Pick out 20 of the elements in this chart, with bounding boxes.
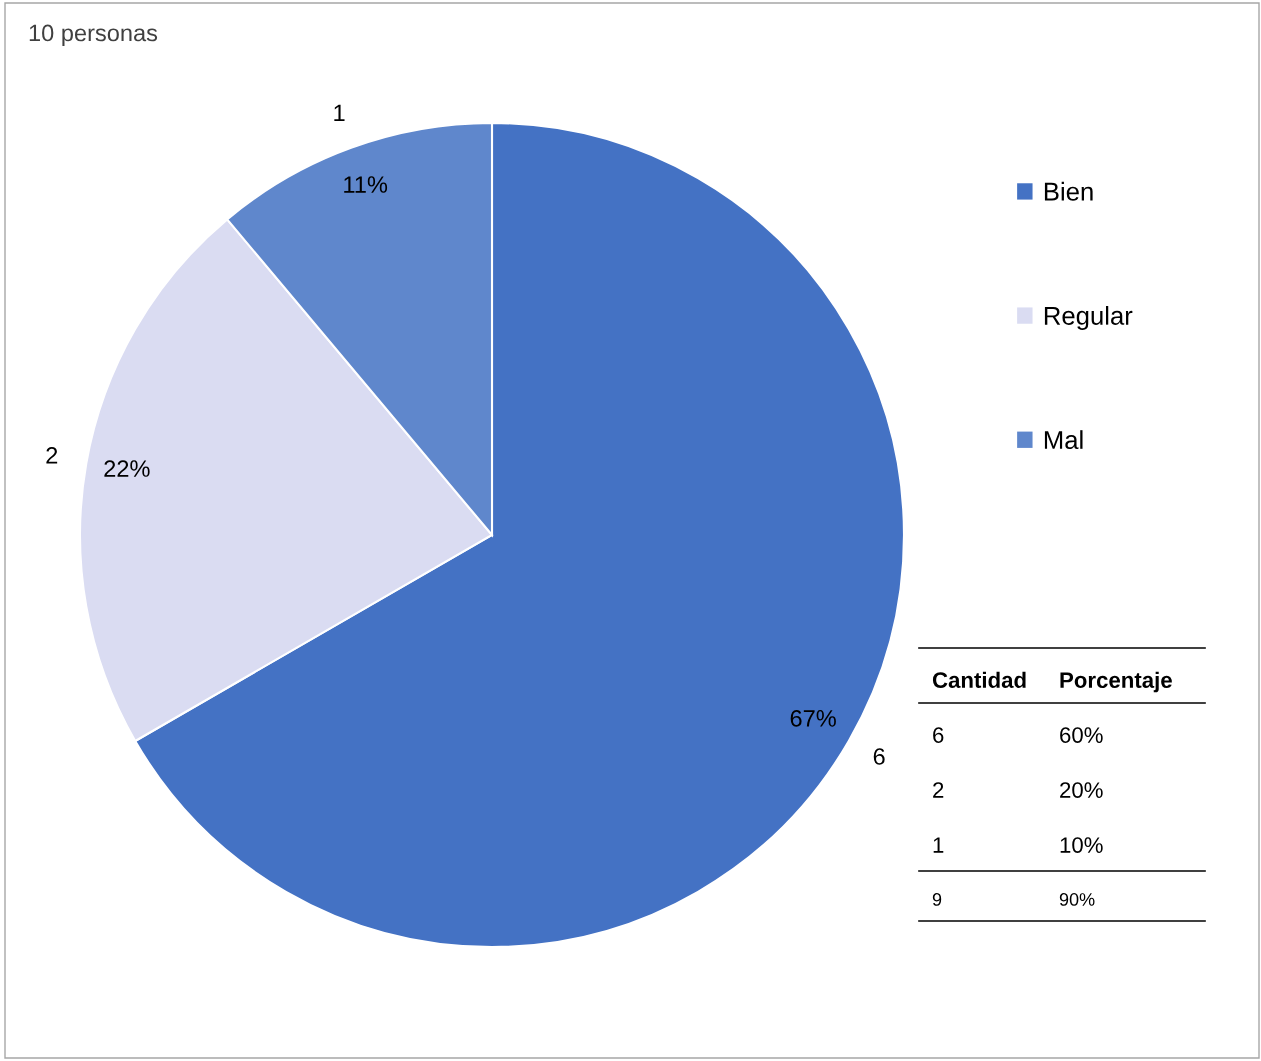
text: 1 [933,837,944,853]
text: 10% [1060,837,1103,853]
text: 6 [933,727,944,743]
text: Cantidad [932,671,1026,688]
data-label: 2 [46,446,58,464]
text: 60% [1060,727,1103,743]
data-label: 6 [873,748,885,765]
text: 20% [1060,782,1103,798]
text: Porcentaje [1060,671,1172,693]
data-label: 1 [334,104,345,122]
text: 11% [344,176,388,193]
text: 2 [933,782,944,798]
text: 67% [790,710,836,727]
legend-label: Bien [1044,181,1093,201]
text: 22% [104,460,150,477]
chart-title: 10 personas [29,24,158,46]
legend-label: Regular [1044,306,1133,330]
text: 90% [1059,893,1095,906]
text: 9 [932,893,942,906]
legend-label: Mal [1044,430,1083,450]
